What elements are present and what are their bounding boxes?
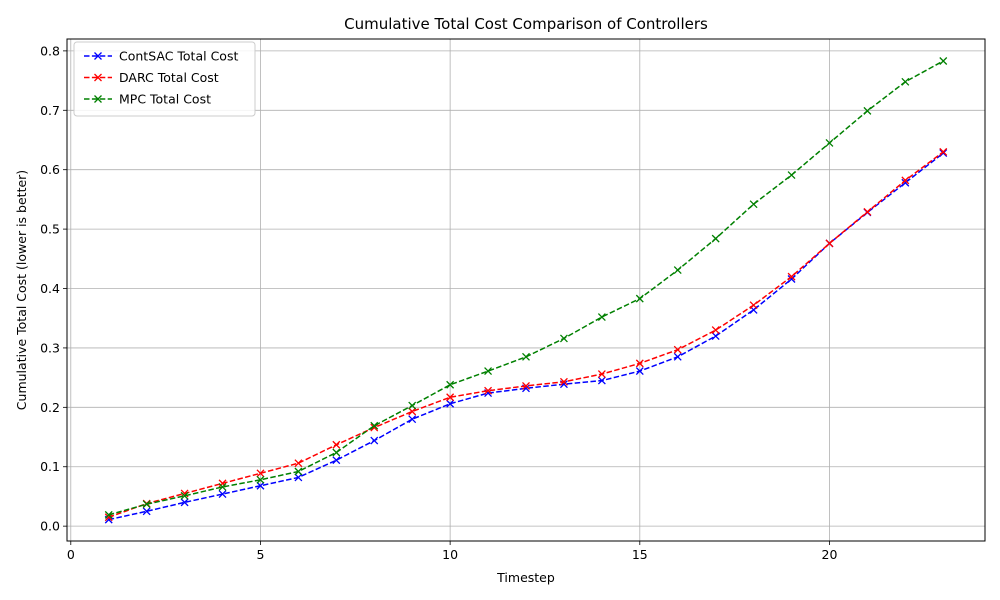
data-point-mpc-total-cost [218,482,227,491]
data-point-mpc-total-cost [635,294,644,303]
data-point-mpc-total-cost [408,401,417,410]
data-point-mpc-total-cost [180,491,189,500]
data-point-contsac-total-cost [256,481,265,490]
data-point-darc-total-cost [863,207,872,216]
data-point-contsac-total-cost [142,507,151,516]
data-point-darc-total-cost [901,176,910,185]
data-point-darc-total-cost [711,326,720,335]
data-point-mpc-total-cost [901,77,910,86]
series-mpc-total-cost [104,57,948,519]
x-tick-label: 20 [822,547,838,562]
data-point-mpc-total-cost [939,57,948,65]
legend: ContSAC Total Cost DARC Total Cost MPC Tot… [73,41,256,117]
data-point-contsac-total-cost [711,332,720,341]
data-point-contsac-total-cost [597,376,606,385]
series-line-contsac-total-cost [108,152,944,521]
data-point-mpc-total-cost [104,510,113,519]
data-point-darc-total-cost [294,459,303,468]
series-darc-total-cost [104,147,948,522]
data-point-contsac-total-cost [332,456,341,465]
x-tick-label: 0 [67,547,75,562]
data-point-mpc-total-cost [711,234,720,243]
legend-marker-darc-total-cost [94,73,102,82]
y-tick-label: 0.0 [40,519,60,534]
data-point-mpc-total-cost [522,352,530,361]
data-point-mpc-total-cost [787,171,796,180]
series-layer [104,57,948,524]
y-tick-label: 0.1 [40,459,60,474]
data-point-darc-total-cost [332,440,341,449]
legend-marker-contsac-total-cost [94,52,102,60]
data-point-mpc-total-cost [142,500,151,509]
legend-label-darc-total-cost: DARC Total Cost [119,70,219,85]
y-axis-label: Cumulative Total Cost (lower is better) [14,170,29,410]
data-point-mpc-total-cost [825,139,834,147]
data-point-mpc-total-cost [749,200,758,209]
x-axis-label: Timestep [496,570,555,585]
data-point-darc-total-cost [408,407,417,416]
x-tick-label: 10 [442,547,458,562]
data-point-darc-total-cost [484,386,493,395]
x-tick-label: 5 [256,547,264,562]
y-tick-label: 0.8 [40,43,60,58]
y-tick-label: 0.2 [40,400,60,415]
data-point-darc-total-cost [218,479,227,488]
data-point-darc-total-cost [446,393,455,402]
grid-lines [67,39,985,541]
data-point-contsac-total-cost [901,178,910,187]
data-point-mpc-total-cost [256,475,265,484]
data-point-darc-total-cost [825,239,834,248]
axis-ticks: 0 5 10 15 20 0.0 0.1 0.2 0.3 0.4 0.5 0.6 0.7 0.8 [40,43,837,562]
data-point-darc-total-cost [559,377,568,386]
data-point-darc-total-cost [256,469,265,478]
data-point-darc-total-cost [787,272,796,281]
legend-label-mpc-total-cost: MPC Total Cost [119,92,211,107]
x-tick-label: 15 [632,547,648,562]
data-point-mpc-total-cost [559,334,568,343]
data-point-mpc-total-cost [597,313,606,321]
y-tick-label: 0.5 [40,222,60,237]
plot-area-frame [66,38,986,542]
legend-marker-mpc-total-cost [94,95,102,103]
data-point-mpc-total-cost [370,421,379,430]
y-tick-label: 0.4 [40,281,60,296]
data-point-darc-total-cost [673,345,682,354]
chart-title: Cumulative Total Cost Comparison of Cont… [344,15,708,33]
data-point-darc-total-cost [522,381,530,390]
data-point-mpc-total-cost [294,467,303,476]
data-point-mpc-total-cost [484,367,493,376]
data-point-darc-total-cost [635,359,644,368]
data-point-contsac-total-cost [180,498,189,507]
data-point-contsac-total-cost [294,473,303,482]
data-point-contsac-total-cost [635,367,644,376]
data-point-darc-total-cost [939,147,948,156]
y-tick-label: 0.3 [40,340,60,355]
data-point-mpc-total-cost [673,266,682,275]
data-point-contsac-total-cost [673,352,682,361]
data-point-mpc-total-cost [446,380,455,389]
y-tick-label: 0.7 [40,103,60,118]
data-point-contsac-total-cost [446,399,455,408]
legend-label-contsac-total-cost: ContSAC Total Cost [119,49,238,64]
data-point-mpc-total-cost [332,448,341,457]
legend-box [73,41,256,117]
y-tick-label: 0.6 [40,162,60,177]
data-point-mpc-total-cost [863,106,872,115]
data-point-contsac-total-cost [408,415,417,424]
data-point-contsac-total-cost [218,490,227,499]
data-point-contsac-total-cost [787,275,796,283]
data-point-darc-total-cost [749,301,758,310]
data-point-darc-total-cost [597,370,606,379]
data-point-contsac-total-cost [939,149,948,158]
data-point-contsac-total-cost [370,436,379,445]
